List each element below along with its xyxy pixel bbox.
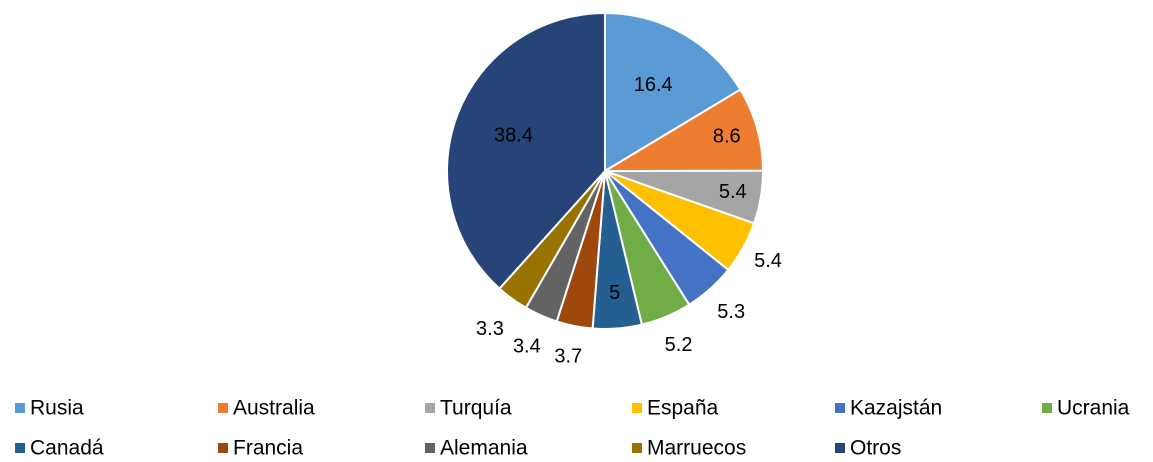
legend-swatch: [632, 403, 642, 413]
legend-label: Rusia: [30, 397, 84, 420]
data-label: 5.4: [754, 250, 782, 272]
legend-swatch: [218, 443, 228, 453]
legend-label: Alemania: [440, 437, 528, 460]
legend-swatch: [632, 443, 642, 453]
legend-swatch: [1042, 403, 1052, 413]
legend-label: Otros: [850, 437, 901, 460]
legend-label: Ucrania: [1057, 397, 1130, 420]
pie-slice: [604, 11, 742, 173]
legend-swatch: [425, 403, 435, 413]
legend-swatch: [15, 443, 25, 453]
legend-swatch: [218, 403, 228, 413]
legend-swatch: [425, 443, 435, 453]
data-label: 8.6: [713, 125, 741, 147]
pie-slice: [446, 11, 606, 291]
legend-label: Kazajstán: [850, 397, 942, 420]
legend-swatch: [835, 403, 845, 413]
data-label: 3.4: [513, 335, 541, 357]
data-label: 5.3: [717, 301, 745, 323]
data-label: 5.4: [719, 181, 747, 203]
legend-label: Canadá: [30, 437, 104, 460]
data-label: 5.2: [665, 334, 693, 356]
data-label: 38.4: [494, 124, 533, 146]
pie-slice: [601, 88, 765, 173]
legend-label: Australia: [233, 397, 315, 420]
data-label: 5: [609, 282, 620, 304]
data-label: 3.7: [554, 345, 582, 367]
legend-label: España: [647, 397, 719, 420]
data-label: 3.3: [476, 318, 504, 340]
data-label: 16.4: [634, 74, 673, 96]
legend-swatch: [835, 443, 845, 453]
legend-swatch: [15, 403, 25, 413]
legend-label: Turquía: [440, 397, 512, 420]
legend-label: Marruecos: [647, 437, 746, 460]
legend-label: Francia: [233, 437, 303, 460]
